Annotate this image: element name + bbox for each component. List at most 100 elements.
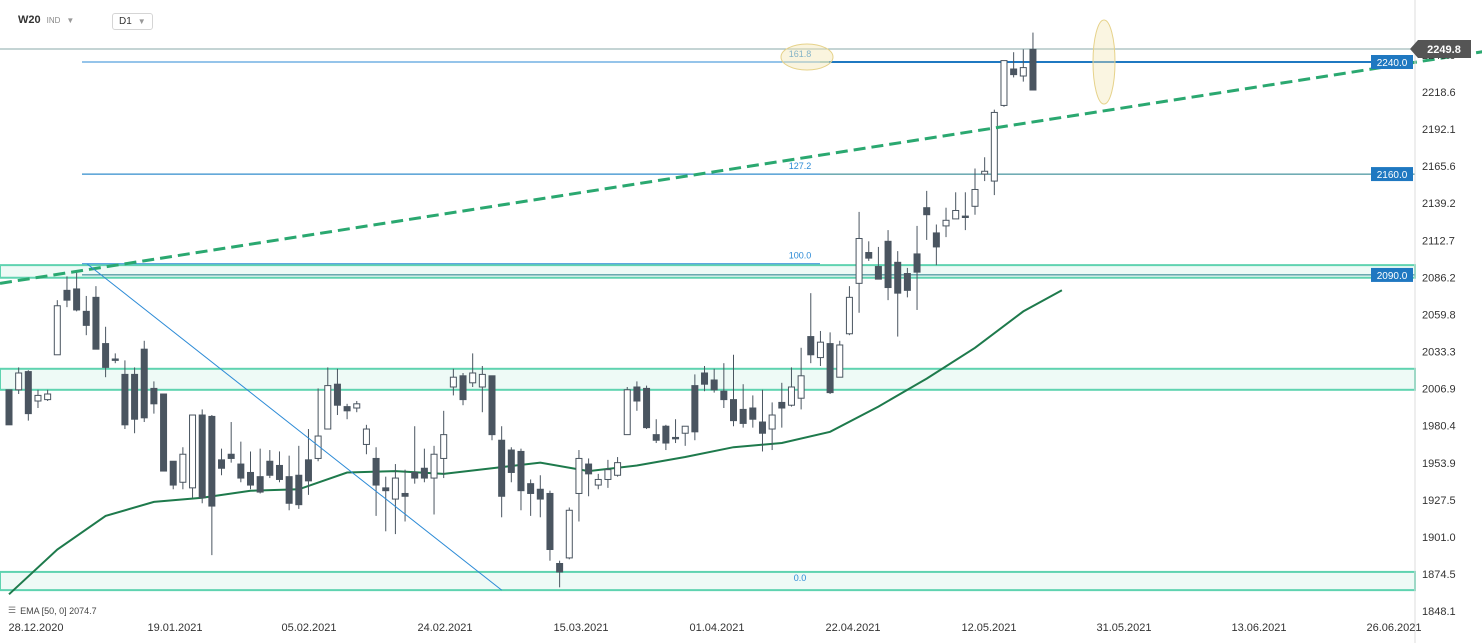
candle-body [797,375,805,399]
candle-body [131,373,139,420]
candle-body [266,460,274,476]
candle-79 [768,402,776,451]
candle-body [353,403,361,409]
candle-body [701,372,709,385]
candle-105 [1019,49,1027,82]
candle-90 [874,246,882,280]
trendline-1 [86,263,502,591]
candle-body [150,387,158,405]
menu-icon[interactable]: ☰ [8,605,17,615]
y-tick-label: 1848.1 [1422,606,1456,618]
candle-24 [237,441,245,483]
candle-66 [643,385,651,430]
candle-body [189,414,197,489]
candle-47 [459,372,467,406]
fib-highlight-ellipse [780,43,834,71]
candle-body [604,469,612,480]
y-tick-label: 2033.3 [1422,347,1456,359]
candle-51 [498,426,506,518]
candle-13 [131,367,139,434]
indicator-legend[interactable]: ☰ EMA [50, 0] 2074.7 [8,605,97,616]
candle-body [44,393,52,401]
candle-body [92,296,100,350]
candle-body [884,240,892,289]
candle-76 [739,384,747,428]
x-tick-label: 12.05.2021 [961,622,1016,634]
candle-14 [140,340,148,423]
candle-21 [208,415,216,556]
candle-78 [758,389,766,452]
candle-body [498,439,506,497]
candle-body [575,457,583,494]
candle-body [179,453,187,483]
candle-82 [797,347,805,410]
candle-body [662,425,670,444]
time-axis[interactable]: 28.12.2020 19.01.2021 05.02.2021 24.02.2021… [8,622,1421,634]
candle-101 [981,157,989,182]
last-price-tag-bg [1410,40,1471,58]
candle-45 [440,410,448,479]
indicator-label: EMA [50, 0] 2074.7 [20,605,97,616]
candle-16 [160,393,168,472]
candle-body [295,474,303,506]
price-highlight-ellipse [1092,19,1116,105]
candle-body [1010,68,1018,76]
candle-26 [256,448,264,494]
candle-body [218,459,226,469]
candle-83 [807,293,815,364]
fib-label-2: 100.0 [789,251,812,261]
candle-102 [990,109,998,196]
timeframe-select[interactable]: D1 ▼ [112,13,153,30]
candle-body [247,471,254,486]
price-tags: 2240.0 2160.0 2090.0 2249.8 [1371,40,1471,282]
candle-77 [749,395,757,428]
candle-80 [778,382,786,428]
candle-31 [304,429,312,495]
candle-60 [585,458,593,497]
y-tick-label: 1953.9 [1422,458,1456,470]
x-tick-label: 26.06.2021 [1366,622,1421,634]
candle-body [382,487,390,492]
candle-body [140,348,148,419]
candle-72 [701,365,709,392]
zone-2 [0,570,1416,592]
candle-63 [614,457,622,477]
chevron-down-icon[interactable]: ▼ [66,15,75,25]
x-tick-label: 19.01.2021 [147,622,202,634]
x-tick-label: 13.06.2021 [1231,622,1286,634]
candle-10 [102,326,110,378]
candle-body [787,386,795,406]
candle-body [903,273,911,291]
candle-body [275,464,283,480]
candle-body [304,459,312,482]
candle-body [391,477,399,500]
candle-41 [401,469,409,522]
candle-body [469,372,477,384]
candle-body [285,476,293,504]
candle-5 [53,300,61,356]
level-tag-label: 2090.0 [1377,271,1408,282]
candle-6 [63,276,71,308]
timeframe-value: D1 [119,16,132,27]
candle-65 [633,381,641,411]
candle-body [1019,67,1027,77]
candle-body [488,375,496,436]
candle-87 [845,286,853,336]
candle-85 [826,332,834,395]
candle-19 [189,414,197,498]
price-axis[interactable]: 2245.02218.62192.12165.62139.22112.72086… [1414,0,1456,643]
candle-56 [546,490,554,561]
candle-body [894,261,902,294]
candle-100 [971,168,979,215]
candle-69 [672,419,680,444]
candle-body [527,483,535,494]
candle-43 [420,448,428,483]
candle-12 [121,360,129,430]
y-tick-label: 2192.1 [1422,124,1456,136]
candle-body [401,492,409,497]
candle-68 [662,424,670,451]
candle-body [710,379,718,391]
candlesticks [5,32,1037,588]
candle-81 [787,367,795,407]
